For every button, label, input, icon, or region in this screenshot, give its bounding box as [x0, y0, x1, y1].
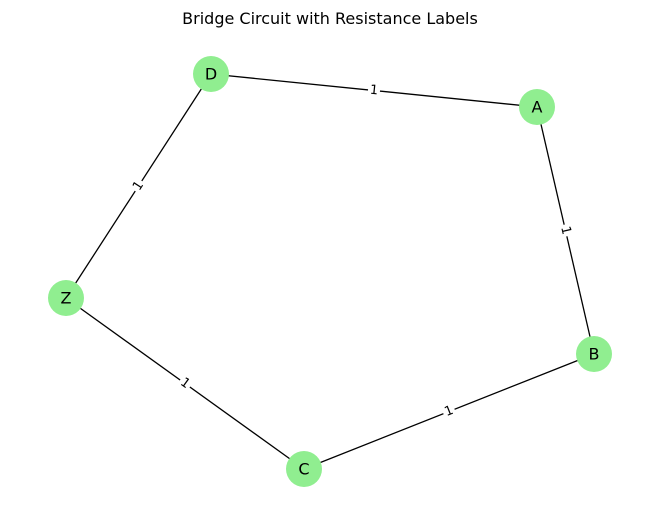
node-label-Z: Z	[61, 289, 72, 308]
edge-label-group-Z-D: 1	[128, 176, 149, 196]
edge-label-group-C-Z: 1	[175, 373, 195, 394]
edge-label-group-A-B: 1	[556, 222, 575, 239]
node-B	[576, 336, 612, 372]
edge-labels-layer: 1 1 1 1 1	[128, 81, 575, 422]
edges-layer	[65, 73, 595, 470]
nodes-layer: D A Z B C	[48, 56, 612, 487]
edge-label-group-B-C: 1	[440, 401, 458, 422]
node-C	[286, 451, 322, 487]
diagram-title: Bridge Circuit with Resistance Labels	[182, 9, 478, 28]
node-label-B: B	[589, 345, 600, 364]
edge-label-background	[367, 81, 381, 100]
node-label-C: C	[298, 460, 309, 479]
node-A	[519, 89, 555, 125]
node-label-A: A	[532, 98, 543, 117]
edge-label-A-B: 1	[557, 225, 573, 236]
edge-label-background	[440, 401, 458, 422]
edge-label-group-D-A: 1	[367, 81, 381, 100]
edge-label-background	[556, 222, 575, 239]
edge-label-D-A: 1	[369, 83, 379, 99]
node-label-D: D	[205, 65, 217, 84]
node-D	[193, 56, 229, 92]
edge-label-background	[128, 176, 149, 196]
edge-label-background	[175, 373, 195, 394]
node-Z	[48, 280, 84, 316]
